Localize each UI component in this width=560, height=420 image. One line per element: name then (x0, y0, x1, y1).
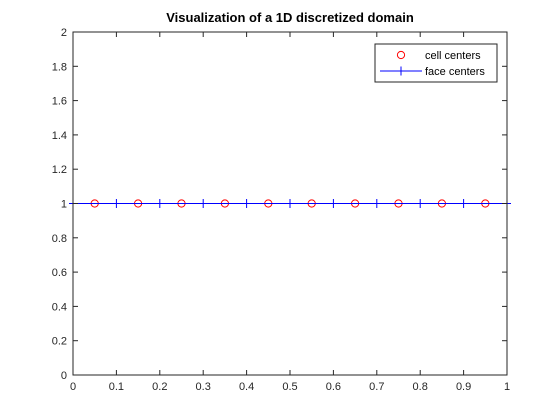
y-tick-label: 0.8 (52, 233, 67, 245)
y-tick-label: 0.6 (52, 267, 67, 279)
y-tick-label: 1.8 (52, 61, 67, 73)
axes-box (72, 31, 508, 376)
axis-ticks: 0 0.1 0.2 0.3 0.4 0.5 0.6 0.7 0.8 0.9 1 0 0.2 0.4 0.6 0… (52, 27, 510, 393)
face-center-point (112, 199, 121, 208)
x-tick-label: 0.7 (369, 381, 384, 393)
y-tick-label: 1.6 (52, 96, 67, 108)
legend: cell centers face centers (374, 43, 498, 83)
face-center-point (155, 199, 164, 208)
x-tick-label: 1 (504, 381, 510, 393)
face-center-point (242, 199, 251, 208)
x-tick-label: 0.9 (456, 381, 471, 393)
x-tick-label: 0.8 (413, 381, 428, 393)
y-tick-label: 2 (61, 27, 67, 39)
x-tick-label: 0.6 (326, 381, 341, 393)
legend-label: face centers (425, 66, 485, 78)
y-tick-label: 1 (61, 199, 67, 211)
face-center-point (459, 199, 468, 208)
y-tick-label: 0.2 (52, 336, 67, 348)
y-tick-label: 1.2 (52, 164, 67, 176)
x-tick-label: 0.3 (196, 381, 211, 393)
legend-marker (396, 50, 406, 60)
face-center-point (286, 199, 294, 208)
legend-entry: face centers (380, 66, 485, 78)
legend-box (374, 43, 498, 83)
face-center-point (329, 199, 338, 208)
face-center-point (199, 199, 208, 208)
series-face-centers (69, 199, 511, 208)
plot-area (69, 199, 511, 208)
x-tick-label: 0.2 (152, 381, 167, 393)
x-tick-label: 0 (70, 381, 76, 393)
x-tick-label: 0.1 (109, 381, 124, 393)
chart-title: Visualization of a 1D discretized domain (166, 10, 414, 25)
face-center-point (372, 199, 381, 208)
legend-entry: cell centers (396, 50, 481, 62)
y-tick-label: 1.4 (52, 130, 67, 142)
x-tick-label: 0.4 (239, 381, 254, 393)
face-center-point (416, 199, 425, 208)
x-tick-label: 0.5 (282, 381, 297, 393)
legend-label: cell centers (425, 50, 481, 62)
legend-items: cell centers face centers (380, 50, 485, 78)
y-tick-label: 0 (61, 370, 67, 382)
legend-marker (397, 66, 405, 76)
y-tick-label: 0.4 (52, 301, 67, 313)
